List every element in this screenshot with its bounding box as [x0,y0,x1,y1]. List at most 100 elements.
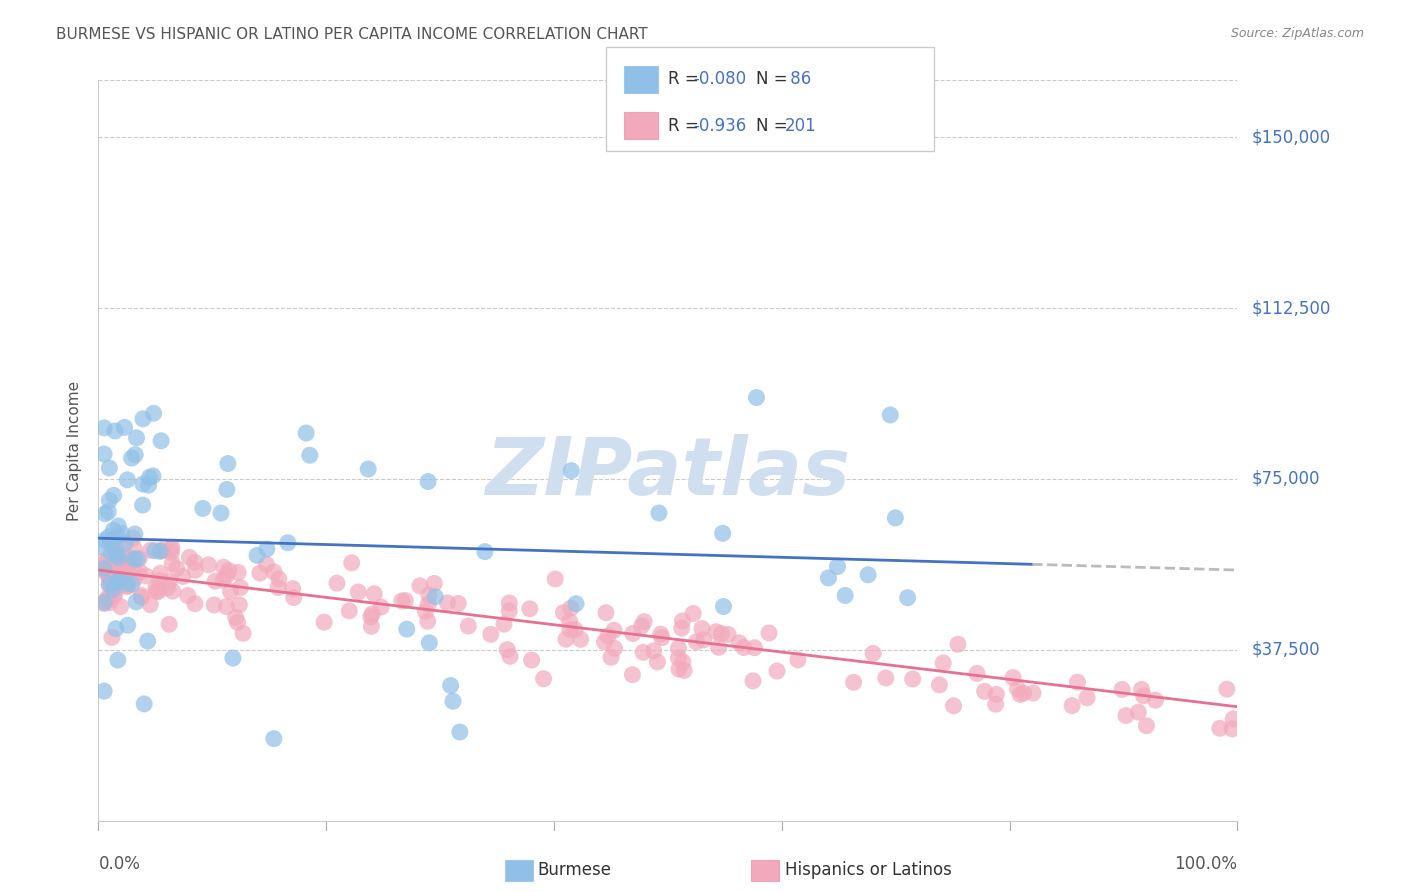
Point [621,667,644,681]
Point [651,631,673,645]
Point [314,615,336,629]
Point [138,470,160,484]
Point [360,609,382,624]
Point [1220,722,1243,736]
Point [717,627,740,641]
Point [135,569,157,583]
Point [277,535,299,549]
Point [121,577,143,591]
Point [710,626,733,640]
Point [425,590,447,604]
Point [101,533,124,547]
Point [621,626,644,640]
Point [97,592,120,607]
Point [131,498,153,512]
Point [671,621,693,635]
Text: 86: 86 [785,70,811,88]
Point [966,666,988,681]
Point [519,602,541,616]
Point [101,539,124,553]
Point [98,573,121,587]
Point [118,555,141,569]
Point [125,431,148,445]
Point [97,505,120,519]
Point [817,571,839,585]
Point [98,461,121,475]
Point [97,559,120,574]
Point [1002,671,1025,685]
Point [142,406,165,420]
Point [219,584,242,599]
Point [357,462,380,476]
Point [150,543,173,558]
Point [136,634,159,648]
Point [263,565,285,579]
Point [107,530,129,544]
Point [337,604,360,618]
Point [117,578,139,592]
Point [222,651,245,665]
Text: Source: ZipAtlas.com: Source: ZipAtlas.com [1230,27,1364,40]
Point [124,527,146,541]
Point [217,457,239,471]
Point [631,645,654,659]
Point [246,549,269,563]
Text: ZIPatlas: ZIPatlas [485,434,851,512]
Point [125,595,148,609]
Point [340,556,363,570]
Point [107,550,129,565]
Point [897,591,920,605]
Point [108,572,131,586]
Point [1222,712,1244,726]
Text: 100.0%: 100.0% [1174,855,1237,873]
Text: Hispanics or Latinos: Hispanics or Latinos [785,861,952,879]
Point [1007,681,1029,696]
Point [212,560,235,574]
Point [183,555,205,569]
Point [416,475,439,489]
Point [685,635,707,649]
Point [226,566,249,580]
Point [110,599,132,614]
Point [1012,686,1035,700]
Point [901,672,924,686]
Point [533,672,555,686]
Point [202,598,225,612]
Point [879,408,901,422]
Point [101,582,124,597]
Point [166,561,188,575]
Point [842,675,865,690]
Text: -0.936: -0.936 [693,117,747,135]
Point [436,596,458,610]
Point [108,565,131,579]
Point [160,541,183,555]
Point [115,580,138,594]
Point [103,589,125,603]
Point [93,541,115,555]
Point [946,637,969,651]
Point [107,519,129,533]
Point [105,553,128,567]
Text: $112,500: $112,500 [1251,299,1330,317]
Point [633,615,655,629]
Point [215,483,238,497]
Point [104,541,127,556]
Point [93,684,115,698]
Point [932,656,955,670]
Point [984,697,1007,711]
Point [131,588,153,602]
Point [117,473,139,487]
Point [114,536,136,550]
Point [191,501,214,516]
Point [671,614,693,628]
Point [449,725,471,739]
Point [856,567,879,582]
Point [150,543,173,558]
Point [100,566,122,580]
Point [668,651,690,665]
Point [326,576,349,591]
Point [875,671,897,685]
Text: N =: N = [756,70,793,88]
Point [94,557,117,571]
Point [558,615,581,629]
